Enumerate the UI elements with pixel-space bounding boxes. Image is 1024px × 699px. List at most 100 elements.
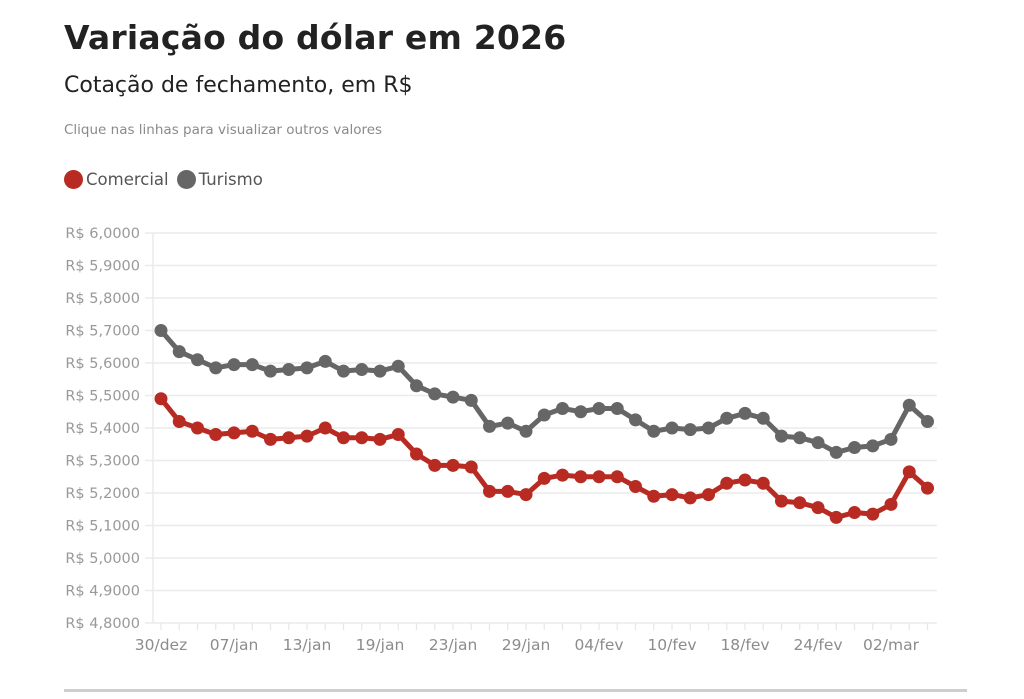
data-point[interactable] [866, 439, 880, 453]
data-point[interactable] [793, 431, 807, 445]
data-point[interactable] [410, 447, 423, 461]
data-point[interactable] [921, 415, 934, 428]
data-point[interactable] [245, 358, 259, 372]
data-point[interactable] [501, 416, 515, 430]
data-point[interactable] [519, 424, 533, 438]
data-point[interactable] [355, 431, 369, 445]
data-point[interactable] [537, 408, 551, 422]
chart-hint: Clique nas linhas para visualizar outros… [64, 122, 383, 138]
data-point[interactable] [172, 345, 186, 359]
data-point[interactable] [738, 406, 752, 420]
data-point[interactable] [446, 390, 460, 404]
data-point[interactable] [464, 393, 478, 407]
x-tick-label: 19/jan [356, 636, 405, 654]
chart-title: Variação do dólar em 2026 [64, 18, 567, 57]
data-point[interactable] [209, 428, 223, 441]
data-point[interactable] [337, 364, 350, 378]
data-point[interactable] [501, 484, 515, 498]
data-point[interactable] [318, 421, 332, 435]
data-point[interactable] [574, 405, 588, 419]
data-point[interactable] [391, 428, 405, 441]
data-point[interactable] [793, 496, 807, 510]
data-point[interactable] [209, 361, 223, 375]
data-point[interactable] [592, 402, 606, 415]
data-point[interactable] [665, 421, 679, 435]
data-point[interactable] [537, 471, 551, 485]
legend-dot-icon [176, 170, 196, 189]
data-point[interactable] [775, 429, 788, 443]
data-point[interactable] [665, 488, 679, 502]
data-point[interactable] [756, 411, 770, 425]
data-point[interactable] [610, 470, 624, 484]
data-point[interactable] [702, 488, 715, 502]
data-point[interactable] [848, 441, 861, 454]
data-point[interactable] [610, 402, 624, 415]
series-comercial[interactable] [154, 392, 935, 524]
data-point[interactable] [811, 436, 825, 450]
data-point[interactable] [227, 426, 241, 440]
data-point[interactable] [410, 379, 423, 393]
legend-item-turismo[interactable]: Turismo [176, 170, 263, 189]
data-point[interactable] [884, 432, 898, 446]
data-point[interactable] [154, 392, 168, 406]
data-point[interactable] [464, 460, 478, 474]
y-tick-label: R$ 5,0000 [65, 551, 140, 567]
data-point[interactable] [829, 510, 843, 524]
data-point[interactable] [172, 415, 186, 428]
data-point[interactable] [264, 364, 277, 378]
x-tick-label: 10/fev [647, 636, 696, 654]
data-point[interactable] [446, 458, 460, 472]
data-point[interactable] [574, 470, 588, 484]
data-point[interactable] [373, 432, 387, 446]
series-turismo[interactable] [154, 324, 935, 459]
data-point[interactable] [902, 465, 916, 479]
data-point[interactable] [191, 421, 204, 435]
data-point[interactable] [483, 419, 496, 433]
data-point[interactable] [647, 489, 661, 503]
data-point[interactable] [720, 411, 734, 425]
grid-lines [145, 232, 937, 624]
data-point[interactable] [519, 488, 533, 502]
legend-item-comercial[interactable]: Comercial [64, 170, 169, 189]
data-point[interactable] [245, 424, 259, 438]
y-axis: R$ 6,0000 R$ 5,9000 R$ 5,8000 R$ 5,7000 R$ 5… [65, 226, 140, 632]
data-point[interactable] [428, 387, 442, 401]
data-point[interactable] [300, 361, 314, 375]
data-point[interactable] [264, 432, 277, 446]
data-point[interactable] [428, 458, 442, 472]
data-point[interactable] [848, 506, 861, 519]
data-point[interactable] [921, 481, 934, 495]
data-point[interactable] [647, 424, 661, 438]
data-point[interactable] [629, 480, 642, 493]
data-point[interactable] [738, 473, 752, 487]
data-point[interactable] [866, 507, 880, 521]
data-point[interactable] [556, 468, 569, 482]
data-point[interactable] [282, 431, 296, 445]
data-point[interactable] [592, 470, 606, 484]
data-point[interactable] [300, 429, 314, 443]
data-point[interactable] [227, 358, 241, 372]
data-point[interactable] [702, 421, 715, 435]
data-point[interactable] [337, 431, 350, 445]
data-point[interactable] [720, 476, 734, 490]
series-line[interactable] [158, 328, 930, 455]
data-point[interactable] [811, 501, 825, 515]
data-point[interactable] [318, 354, 332, 368]
data-point[interactable] [629, 413, 642, 427]
data-point[interactable] [355, 363, 369, 376]
data-point[interactable] [483, 484, 496, 498]
data-point[interactable] [884, 497, 898, 511]
data-point[interactable] [829, 445, 843, 459]
data-point[interactable] [683, 423, 697, 437]
data-point[interactable] [683, 491, 697, 505]
data-point[interactable] [556, 402, 569, 415]
data-point[interactable] [391, 359, 405, 373]
data-point[interactable] [373, 364, 387, 378]
data-point[interactable] [775, 494, 788, 508]
data-point[interactable] [191, 353, 204, 367]
data-point[interactable] [756, 476, 770, 490]
x-tick-label: 18/fev [720, 636, 769, 654]
data-point[interactable] [902, 398, 916, 412]
data-point[interactable] [282, 363, 296, 376]
data-point[interactable] [154, 324, 168, 337]
